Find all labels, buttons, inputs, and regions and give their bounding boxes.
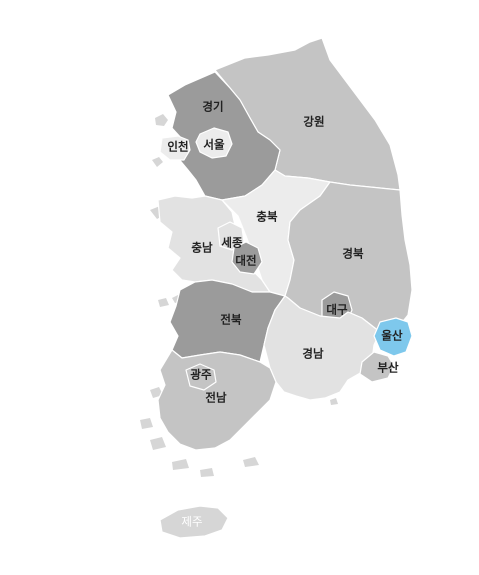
region-busan[interactable] — [359, 351, 395, 383]
west-coast-islands — [140, 114, 338, 477]
region-gyeongnam[interactable] — [263, 295, 381, 401]
region-jeonnam[interactable] — [157, 349, 277, 451]
region-gwangju[interactable] — [185, 363, 217, 391]
region-incheon[interactable] — [159, 135, 191, 161]
region-daejeon[interactable] — [231, 241, 263, 275]
region-jeonbuk[interactable] — [169, 279, 286, 363]
region-ulsan[interactable] — [373, 317, 413, 357]
region-seoul[interactable] — [195, 127, 233, 159]
region-sejong[interactable] — [217, 221, 245, 251]
region-jeju[interactable] — [159, 505, 229, 539]
